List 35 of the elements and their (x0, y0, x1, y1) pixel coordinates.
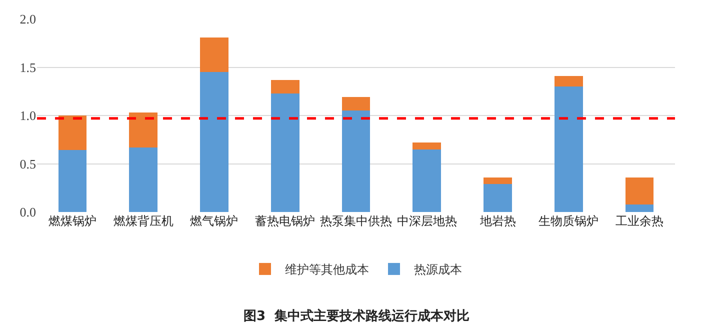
y-tick-label: 0.0 (20, 204, 36, 220)
x-tick-label: 热泵集中供热 (320, 214, 392, 228)
x-tick-label: 地岩热 (478, 214, 516, 228)
bar (58, 116, 87, 150)
bar (412, 142, 442, 150)
bar (484, 177, 512, 184)
bar (129, 147, 158, 212)
legend-label: 热源成本 (414, 262, 462, 277)
x-tick-label: 蓄热电锅炉 (255, 214, 316, 228)
bar (270, 93, 300, 212)
text: 图3 集中式主要技术路线运行成本对比 (243, 308, 470, 324)
legend-label: 维护等其他成本 (285, 262, 369, 277)
bar (342, 110, 370, 212)
bar (200, 72, 228, 212)
x-tick-label: 中深层地热 (396, 214, 457, 228)
bar (484, 184, 512, 212)
bar (625, 177, 654, 204)
bar (625, 204, 654, 212)
y-tick-label: 1.5 (20, 60, 36, 75)
bar (342, 97, 370, 111)
y-tick-label: 0.5 (20, 156, 36, 172)
x-tick-label: 燃煤背压机 (113, 214, 174, 228)
bar (200, 37, 228, 72)
y-tick-label: 1.0 (20, 108, 36, 124)
x-tick-label: 生物质锅炉 (538, 214, 599, 228)
x-tick-label: 燃煤锅炉 (48, 214, 96, 228)
bar (58, 150, 87, 212)
y-tick-label: 2.0 (20, 12, 36, 27)
bar (412, 149, 442, 212)
x-tick-label: 工业余热 (616, 214, 664, 228)
bar (554, 76, 583, 87)
x-tick-label: 燃气锅炉 (190, 214, 238, 228)
bar (270, 80, 300, 94)
bar (129, 112, 158, 148)
bar (554, 86, 583, 212)
